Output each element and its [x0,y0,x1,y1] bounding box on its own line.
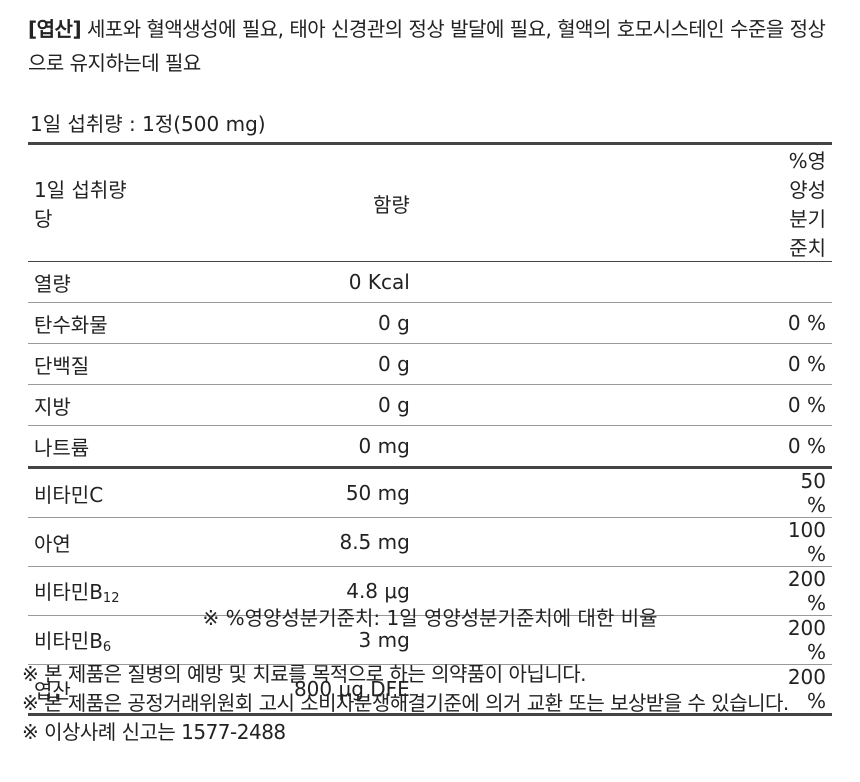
percent-cell: 200 % [781,615,832,665]
table-row: 엽산 800 μg DFE 200 % [28,664,832,716]
nutrient-name: 지방 [34,394,71,419]
nutrient-name: 나트륨 [34,435,90,460]
nutrient-name: 비타민C [34,482,104,507]
nutrient-cell: 지방 [28,384,152,426]
amount-cell: 8.5 mg [151,517,782,567]
amount-cell: 3 mg [151,615,782,665]
percent-cell: 0 % [781,343,832,385]
header-cell: 1일 섭취량 당 [28,142,152,262]
nutrient-name: 단백질 [34,353,90,378]
table-row: 아연 8.5 mg 100 % [28,517,832,567]
note: ※ 이상사례 신고는 1577-2488 [22,720,286,744]
percent-cell: 200 % [781,664,832,716]
amount-cell: 800 μg DFE [151,664,782,716]
percent-cell: 100 % [781,517,832,567]
nutrient-sub: 6 [102,640,112,655]
table-row: 비타민B6 3 mg 200 % [28,615,832,665]
nutrient-name: 엽산 [34,678,71,703]
intro: [엽산] 세포와 혈액생성에 필요, 태아 신경관의 정상 발달에 필요, 혈액… [28,12,838,80]
nutrient-name: 열량 [34,271,71,296]
nutrient-cell: 열량 [28,261,152,303]
amount-cell: 4.8 μg [151,566,782,616]
table-row: 나트륨 0 mg 0 % [28,425,832,469]
amount-cell: 0 g [151,343,782,385]
note: ※ 본 제품은 공정거래위원회 고시 소비자분쟁해결기준에 의거 교환 또는 보… [22,691,789,715]
nutrient-cell: 엽산 [28,664,152,716]
nutrient-cell: 비타민B6 [28,615,152,665]
nutrient-cell: 나트륨 [28,425,152,469]
serving: 1일 섭취량 : 1정(500 mg) [30,112,266,136]
nutrient-name: 아연 [34,531,71,556]
intro-text: 세포와 혈액생성에 필요, 태아 신경관의 정상 발달에 필요, 혈액의 호모시… [28,17,826,75]
amount-cell: 50 mg [151,467,782,518]
table-row: 열량 0 Kcal [28,261,832,303]
amount-cell: 0 Kcal [151,261,782,303]
intro-tag: [엽산] [28,17,82,41]
notes: ※ 본 제품은 질병의 예방 및 치료를 목적으로 하는 의약품이 아닙니다. ※… [22,660,789,747]
nutrient-sub: 12 [102,591,120,606]
note: ※ 본 제품은 질병의 예방 및 치료를 목적으로 하는 의약품이 아닙니다. [22,662,586,686]
percent-cell: 200 % [781,566,832,616]
nutrient-cell: 탄수화물 [28,302,152,344]
nutrient-name: 탄수화물 [34,312,108,337]
header-cell: 함량 [151,142,782,262]
percent-cell: 50 % [781,467,832,518]
nutrient-name: 비타민B [34,629,103,653]
amount-cell: 0 g [151,384,782,426]
footnote: ※ %영양성분기준치: 1일 영양성분기준치에 대한 비율 [202,606,658,630]
table-row: 비타민B12 4.8 μg 200 % [28,566,832,616]
nutrient-cell: 단백질 [28,343,152,385]
amount-cell: 0 mg [151,425,782,469]
nutrient-name: 비타민B [34,580,103,604]
header-row: 1일 섭취량 당 함량 %영양성분기준치 [28,142,832,262]
nutrient-cell: 비타민C [28,467,152,518]
percent-cell: 0 % [781,302,832,344]
header-cell: %영양성분기준치 [781,142,832,262]
nutrient-cell: 비타민B12 [28,566,152,616]
amount-cell: 0 g [151,302,782,344]
percent-cell: 0 % [781,425,832,469]
nutrient-cell: 아연 [28,517,152,567]
table-row: 비타민C 50 mg 50 % [28,467,832,518]
percent-cell [781,261,832,303]
percent-cell: 0 % [781,384,832,426]
